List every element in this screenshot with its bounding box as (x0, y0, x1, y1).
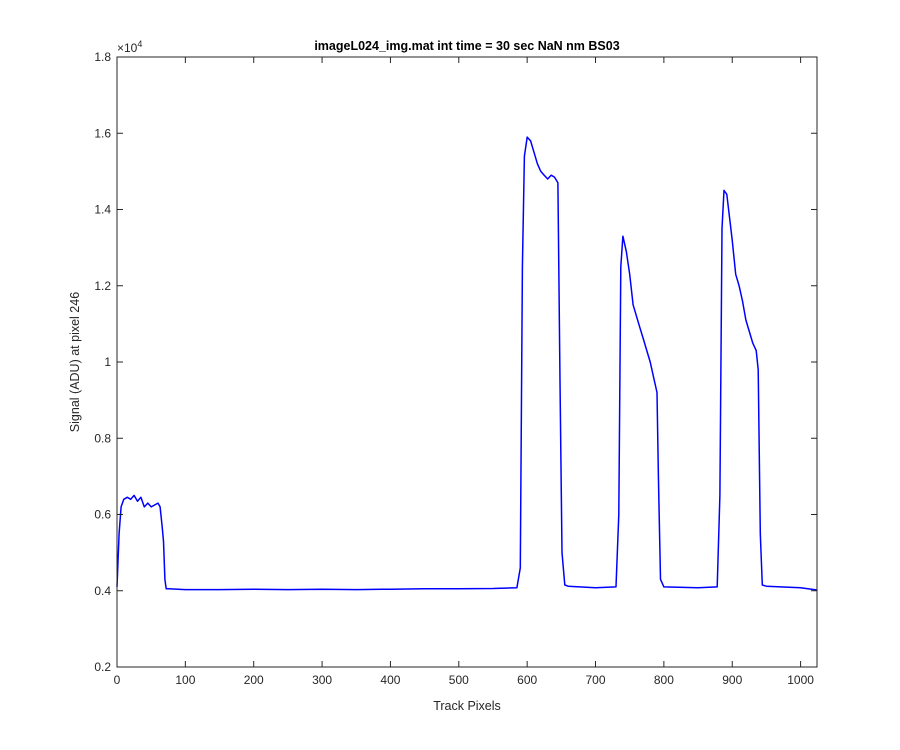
y-tick-label: 1.2 (94, 279, 111, 293)
y-axis-exponent-base: ×10 (117, 41, 138, 55)
x-tick-label: 100 (175, 673, 195, 687)
y-tick-label: 1.8 (94, 50, 111, 64)
y-tick-label: 1.4 (94, 203, 111, 217)
y-tick-label: 0.2 (94, 660, 111, 674)
chart-title: imageL024_img.mat int time = 30 sec NaN … (314, 39, 619, 53)
axis-ticks: 0 100 200 300 400 500 600 700 800 900 1000 0.2 0.4 0.… (94, 50, 817, 687)
y-tick-label: 1.6 (94, 126, 111, 140)
x-tick-label: 900 (722, 673, 742, 687)
y-tick-label: 1 (104, 355, 111, 369)
y-tick-label: 0.8 (94, 431, 111, 445)
x-tick-label: 1000 (787, 673, 814, 687)
x-tick-label: 300 (312, 673, 332, 687)
x-tick-label: 0 (114, 673, 121, 687)
axes-background (117, 57, 817, 667)
x-tick-label: 700 (586, 673, 606, 687)
y-tick-label: 0.4 (94, 584, 111, 598)
series-line-0 (116, 136, 818, 591)
x-tick-label: 600 (517, 673, 537, 687)
y-tick-label: 0.6 (94, 508, 111, 522)
x-axis-label: Track Pixels (433, 699, 501, 713)
y-axis-exponent: ×104 (117, 39, 142, 55)
x-tick-label: 400 (380, 673, 400, 687)
y-axis-label: Signal (ADU) at pixel 246 (68, 292, 82, 432)
y-axis-exponent-power: 4 (137, 39, 142, 49)
x-tick-label: 200 (244, 673, 264, 687)
x-tick-label: 500 (449, 673, 469, 687)
x-tick-label: 800 (654, 673, 674, 687)
plot-area (116, 136, 818, 591)
